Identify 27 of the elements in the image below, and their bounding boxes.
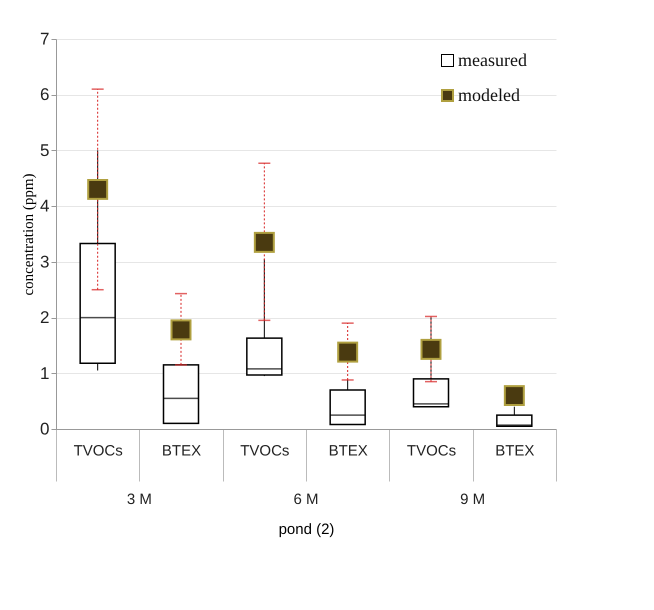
y-tick-label: 3	[40, 252, 50, 272]
point	[170, 319, 192, 340]
y-tick-label: 0	[40, 420, 50, 438]
text: 6 M	[293, 491, 319, 508]
point	[254, 232, 275, 253]
point	[420, 338, 442, 360]
y-axis-title: concentration (ppm)	[21, 173, 38, 296]
text: 9 M	[460, 491, 486, 508]
y-tick-label: 5	[40, 140, 50, 160]
x-tick-label: TVOCs	[240, 442, 290, 460]
y-tick-label: 4	[40, 196, 50, 216]
y-tick-label: 7	[40, 30, 50, 48]
point	[337, 342, 358, 363]
x-tick-label: TVOCs	[406, 442, 456, 460]
x-axis-title: pond (2)	[278, 521, 334, 538]
x-tick-label: BTEX	[162, 442, 202, 460]
x-tick-label: BTEX	[495, 442, 534, 460]
y-tick-label: 2	[40, 308, 50, 328]
y-tick-label: 6	[40, 85, 50, 104]
y-tick-label: 1	[40, 364, 50, 383]
point	[504, 385, 525, 406]
x-tick-label: TVOCs	[74, 442, 123, 460]
x-tick-label: BTEX	[328, 442, 368, 460]
legend-label: modeled	[458, 85, 520, 106]
legend-label: measured	[458, 50, 527, 71]
text: 3 M	[126, 491, 152, 508]
point	[87, 178, 108, 200]
